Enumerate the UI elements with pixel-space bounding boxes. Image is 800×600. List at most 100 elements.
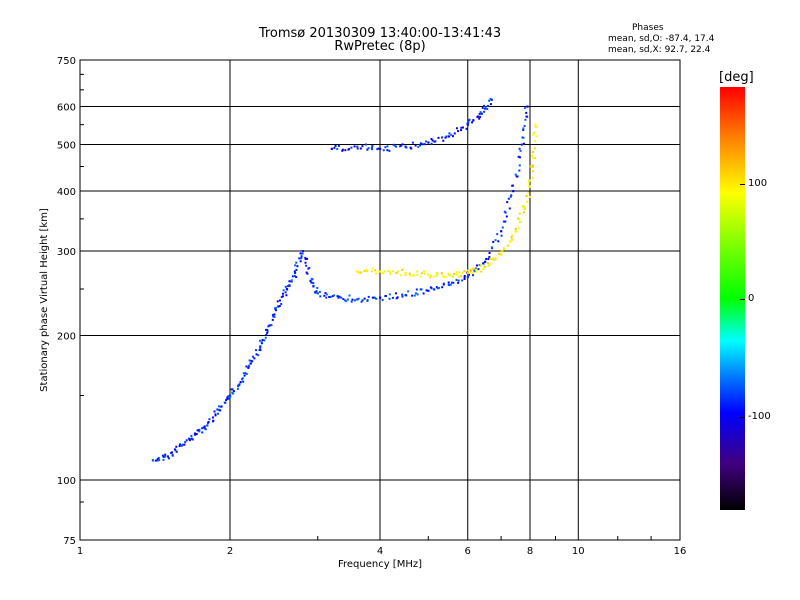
- data-point: [455, 278, 458, 281]
- data-point: [241, 377, 244, 380]
- data-point: [190, 437, 193, 440]
- data-point: [410, 147, 413, 150]
- data-point: [365, 268, 368, 271]
- data-point: [427, 289, 430, 292]
- data-point: [522, 136, 525, 139]
- data-point: [266, 329, 269, 332]
- data-point: [277, 305, 280, 308]
- data-point: [257, 354, 260, 357]
- data-point: [337, 296, 340, 299]
- colorbar-label: [deg]: [719, 70, 754, 85]
- colorbar-tick-mark: [740, 184, 745, 185]
- data-point: [429, 276, 432, 279]
- grid-lines: [80, 60, 680, 540]
- data-point: [344, 149, 347, 152]
- data-point: [301, 252, 304, 255]
- data-point: [455, 271, 458, 274]
- data-point: [492, 240, 495, 243]
- data-point: [509, 195, 512, 198]
- data-point: [506, 201, 509, 204]
- data-point: [509, 239, 512, 242]
- data-point: [191, 438, 194, 441]
- data-point: [274, 306, 277, 309]
- data-point: [195, 432, 198, 435]
- data-point: [522, 128, 525, 131]
- data-point: [492, 258, 495, 261]
- data-point: [293, 270, 296, 273]
- phase-colorbar: [720, 87, 745, 510]
- data-point: [503, 248, 506, 251]
- data-point: [259, 345, 262, 348]
- data-point: [504, 211, 507, 214]
- data-point: [386, 145, 389, 148]
- data-point: [419, 275, 422, 278]
- data-point: [219, 409, 222, 412]
- data-point: [348, 294, 351, 297]
- data-point: [291, 275, 294, 278]
- data-point: [211, 416, 214, 419]
- data-point: [308, 267, 311, 270]
- data-point: [263, 339, 266, 342]
- data-point: [212, 419, 215, 422]
- data-point: [386, 149, 389, 152]
- data-point: [306, 257, 309, 260]
- data-point: [518, 212, 521, 215]
- data-point: [488, 252, 491, 255]
- data-point: [401, 143, 404, 146]
- data-point: [173, 448, 176, 451]
- data-point: [379, 270, 382, 273]
- axis-ticks: 1 2 4 6 8 10 16 75 100 200 300 400 500 600 750: [57, 56, 686, 557]
- data-point: [484, 260, 487, 263]
- data-point: [500, 253, 503, 256]
- data-point: [356, 145, 359, 148]
- data-point: [399, 145, 402, 148]
- data-point: [523, 207, 526, 210]
- data-point: [524, 118, 527, 121]
- data-point: [232, 390, 235, 393]
- data-point: [396, 296, 399, 299]
- data-point: [412, 273, 415, 276]
- data-point: [477, 268, 480, 271]
- data-point: [507, 197, 510, 200]
- data-point: [447, 135, 451, 138]
- data-point: [371, 267, 374, 270]
- phase-info-title: Phases: [632, 23, 664, 33]
- data-point: [469, 269, 472, 272]
- data-point: [255, 353, 258, 356]
- data-point: [384, 295, 387, 298]
- data-point: [423, 270, 426, 273]
- data-point: [472, 274, 475, 277]
- data-point: [534, 126, 537, 129]
- x-tick-label: 10: [572, 546, 585, 557]
- data-point: [371, 145, 374, 148]
- data-point: [526, 200, 529, 203]
- data-point: [458, 271, 461, 274]
- data-point: [435, 274, 438, 277]
- data-point: [156, 458, 159, 461]
- data-point: [449, 274, 452, 277]
- data-point: [282, 289, 285, 292]
- data-point: [431, 139, 434, 142]
- data-point: [271, 318, 274, 321]
- data-point: [354, 299, 357, 302]
- data-point: [492, 257, 495, 260]
- data-point: [494, 258, 497, 261]
- data-point: [518, 147, 521, 150]
- data-point: [312, 282, 315, 285]
- data-point: [331, 295, 334, 298]
- x-tick-label: 1: [77, 546, 83, 557]
- data-point: [518, 220, 521, 223]
- data-point: [267, 325, 270, 328]
- data-point: [471, 267, 474, 270]
- data-point: [158, 459, 161, 462]
- data-point: [300, 256, 303, 259]
- data-point: [183, 443, 186, 446]
- data-point: [477, 115, 480, 118]
- data-point: [469, 270, 472, 273]
- y-tick-label: 200: [57, 332, 76, 343]
- data-point: [487, 264, 490, 267]
- data-point: [482, 262, 485, 265]
- data-point: [429, 274, 432, 277]
- data-point: [371, 296, 374, 299]
- data-point: [250, 359, 253, 362]
